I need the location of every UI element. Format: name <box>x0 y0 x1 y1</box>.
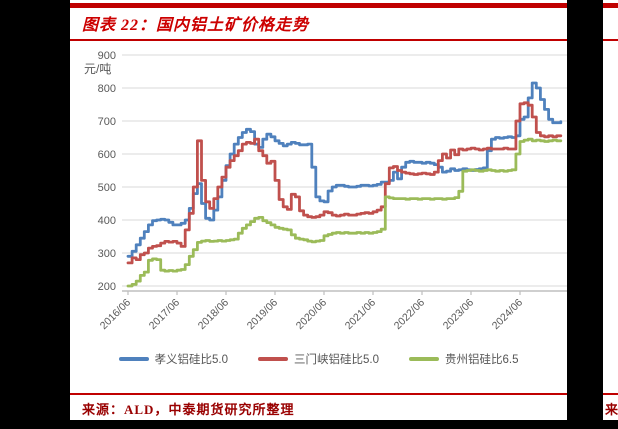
sliver-title-rule <box>603 39 618 41</box>
legend-label: 三门峡铝硅比5.0 <box>294 354 379 366</box>
x-tick-label: 2017/06 <box>147 297 182 332</box>
y-tick-label: 400 <box>98 215 116 227</box>
chart-legend: 孝义铝硅比5.0 三门峡铝硅比5.0 贵州铝硅比6.5 <box>70 351 567 367</box>
series-line <box>126 81 563 258</box>
legend-label: 孝义铝硅比5.0 <box>154 354 229 366</box>
top-border-rule <box>70 3 567 8</box>
x-tick-label: 2019/06 <box>245 297 280 332</box>
x-tick-label: 2016/06 <box>98 297 133 332</box>
y-axis-unit-label: 元/吨 <box>84 62 112 76</box>
legend-item-sanmenxia: 三门峡铝硅比5.0 <box>258 351 379 367</box>
sliver-top-rule <box>603 3 618 8</box>
sliver-text-fragment: 来 <box>605 402 618 417</box>
legend-swatch-blue-icon <box>118 357 149 361</box>
y-tick-label: 700 <box>98 116 116 128</box>
y-tick-label: 600 <box>98 149 116 161</box>
y-tick-label: 500 <box>98 182 116 194</box>
x-tick-label: 2023/06 <box>441 297 476 332</box>
y-tick-label: 300 <box>98 248 116 260</box>
legend-swatch-green-icon <box>409 357 439 361</box>
x-tick-label: 2022/06 <box>392 297 427 332</box>
series-line <box>126 101 563 265</box>
chart-card: 图表 22：国内铝土矿价格走势 元/吨 900 800 700 600 500 400 30… <box>70 0 567 420</box>
chart-title: 图表 22：国内铝土矿价格走势 <box>82 17 310 34</box>
y-tick-label: 800 <box>98 83 116 95</box>
x-tick-label: 2024/06 <box>490 297 525 332</box>
price-trend-line-chart: 900 800 700 600 500 400 300 200 2016/06 2017/06 20… <box>98 50 567 332</box>
series-line <box>126 137 563 288</box>
x-tick-label: 2018/06 <box>196 297 231 332</box>
footer-divider-rule <box>70 393 567 395</box>
source-note: 来源：ALD，中泰期货研究所整理 <box>82 402 295 417</box>
title-divider-rule <box>70 39 567 41</box>
x-tick-label: 2021/06 <box>343 297 378 332</box>
legend-item-guizhou: 贵州铝硅比6.5 <box>409 351 519 367</box>
legend-label: 贵州铝硅比6.5 <box>445 354 519 366</box>
y-tick-label: 200 <box>98 281 116 293</box>
legend-swatch-red-icon <box>258 357 288 361</box>
adjacent-card-sliver: 来 <box>603 0 618 420</box>
sliver-footer-rule <box>603 393 618 395</box>
x-tick-label: 2020/06 <box>294 297 329 332</box>
legend-item-xiaoyi: 孝义铝硅比5.0 <box>118 351 229 367</box>
y-tick-label: 900 <box>98 50 116 62</box>
